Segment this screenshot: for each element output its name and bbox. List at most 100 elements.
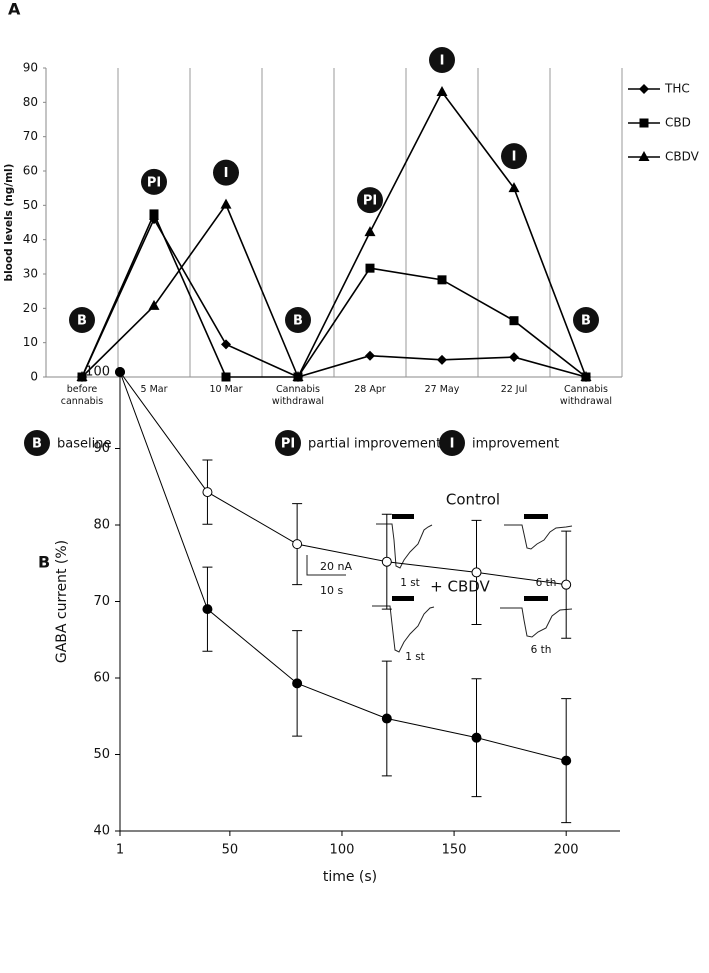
marker <box>364 226 376 237</box>
marker <box>639 84 649 94</box>
marker <box>221 372 231 382</box>
marker <box>292 678 303 689</box>
y-tick-label: 60 <box>93 671 110 686</box>
trace-label: 1 st <box>405 651 425 663</box>
annotation-badge <box>275 430 301 456</box>
marker <box>292 539 303 550</box>
annotation-badge <box>429 47 455 74</box>
x-tick-label: 100 <box>330 843 355 858</box>
inset-traces <box>306 514 573 653</box>
annotation-text: B <box>581 314 591 329</box>
marker <box>148 299 160 310</box>
marker <box>221 339 231 350</box>
x-tick-label: 22 Jul <box>500 384 528 395</box>
y-tick-label: 20 <box>23 301 38 315</box>
y-tick-label: 60 <box>23 164 38 178</box>
scale-label: 20 nA <box>320 560 352 573</box>
x-tick-label: 150 <box>442 843 467 858</box>
annotation-badge <box>141 168 167 195</box>
key-label: improvement <box>472 437 559 452</box>
y-tick-label: 50 <box>93 747 110 762</box>
panel-label: A <box>8 0 21 19</box>
marker <box>365 263 375 273</box>
y-tick-label: 0 <box>30 370 38 384</box>
panel-label: B <box>38 553 50 572</box>
scale-label: 10 s <box>320 584 343 597</box>
annotation-badge <box>24 430 50 456</box>
y-tick-label: 90 <box>93 441 110 456</box>
y-tick-label: 40 <box>93 824 110 839</box>
y-tick-label: 70 <box>93 594 110 609</box>
y-tick-label: 30 <box>23 267 38 281</box>
y-tick-label: 40 <box>23 232 38 246</box>
x-tick-label: 28 Apr <box>354 384 386 395</box>
x-tick-label: 1 <box>116 843 124 858</box>
legend-label: CBD <box>665 116 691 130</box>
annotation-badge <box>439 430 465 456</box>
marker <box>220 198 232 209</box>
marker <box>561 579 572 590</box>
inset-title: + CBDV <box>430 578 490 596</box>
annotation-text: PI <box>281 437 295 452</box>
marker <box>639 118 649 128</box>
x-axis-label: time (s) <box>323 869 377 885</box>
annotation-text: I <box>450 437 455 452</box>
annotation-text: I <box>512 150 517 165</box>
marker <box>292 371 304 381</box>
annotation-text: I <box>224 166 229 181</box>
marker <box>365 350 375 361</box>
legend-label: THC <box>664 82 690 96</box>
x-tick-label: 50 <box>222 843 239 858</box>
trace-label: 6 th <box>536 577 557 589</box>
annotation-text: PI <box>147 175 161 190</box>
annotation-badge <box>357 187 383 214</box>
y-axis-label: blood levels (ng/ml) <box>3 164 15 282</box>
legend-label: CBDV <box>665 150 700 164</box>
annotation-text: I <box>440 54 445 69</box>
marker <box>509 352 519 363</box>
marker <box>381 713 392 724</box>
marker <box>76 371 88 381</box>
x-tick-label: Cannabis withdrawal <box>271 384 325 407</box>
annotation-badge <box>573 307 599 333</box>
annotation-badge <box>69 307 95 333</box>
series-line <box>81 211 587 378</box>
marker <box>149 209 159 219</box>
y-tick-label: 80 <box>93 518 110 533</box>
marker <box>580 371 592 381</box>
x-tick-label: 5 Mar <box>140 384 168 395</box>
marker <box>437 275 447 285</box>
marker <box>471 732 482 743</box>
x-tick-label: Cannabis withdrawal <box>559 384 613 407</box>
marker <box>202 604 213 615</box>
marker <box>202 487 213 498</box>
marker <box>638 151 650 161</box>
annotation-badge <box>501 143 527 170</box>
x-tick-label: 10 Mar <box>209 384 243 395</box>
key-label: partial improvement <box>308 437 441 452</box>
marker <box>437 354 447 365</box>
marker <box>436 86 448 97</box>
y-tick-label: 50 <box>23 198 38 212</box>
trace-label: 6 th <box>531 644 552 656</box>
marker <box>471 567 482 578</box>
annotation-text: PI <box>363 194 377 209</box>
y-tick-label: 10 <box>23 335 38 349</box>
y-tick-label: 90 <box>23 61 38 75</box>
y-axis-label: GABA current (%) <box>54 540 70 663</box>
series-line <box>119 371 567 586</box>
annotation-text: B <box>77 314 87 329</box>
marker <box>561 755 572 766</box>
y-tick-label: 70 <box>23 129 38 143</box>
inset-title: Control <box>446 491 500 509</box>
y-tick-label: 80 <box>23 95 38 109</box>
y-tick-label: 100 <box>85 365 110 380</box>
annotation-text: B <box>293 314 303 329</box>
x-tick-label: 200 <box>554 843 579 858</box>
annotation-badge <box>213 159 239 186</box>
marker <box>509 316 519 326</box>
annotation-text: B <box>32 437 42 452</box>
annotation-badge <box>285 307 311 333</box>
